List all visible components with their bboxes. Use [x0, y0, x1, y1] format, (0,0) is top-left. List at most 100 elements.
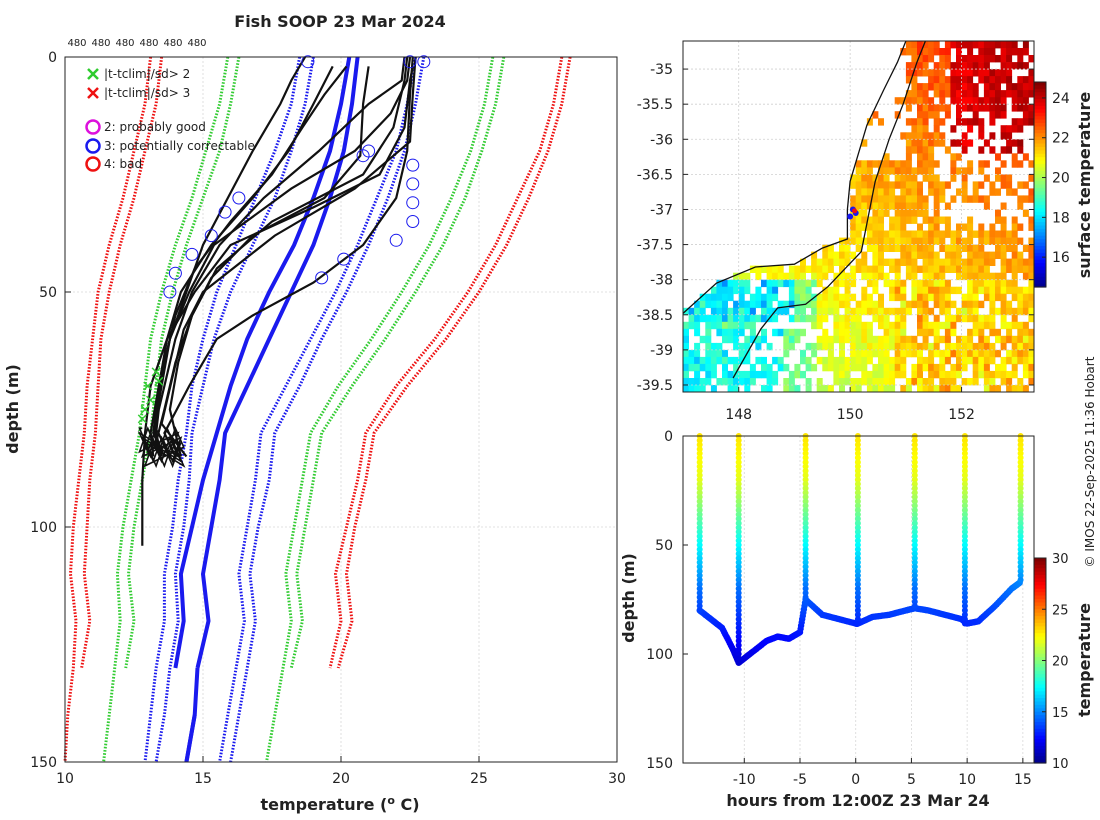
sst-cell: [905, 76, 912, 84]
sst-cell: [727, 321, 734, 330]
sst-cell: [961, 55, 968, 63]
sst-cell: [1006, 55, 1013, 63]
sst-cell: [855, 174, 862, 182]
dt-point: [735, 511, 742, 518]
sst-cell: [872, 385, 879, 393]
sst-cell: [755, 300, 762, 309]
sst-cell: [1000, 97, 1007, 105]
sst-cell: [811, 342, 818, 351]
climatology-mean-c: [173, 56, 352, 669]
dt-point: [696, 576, 703, 583]
sst-cell: [950, 41, 957, 49]
climatology-sd3-left-b: [80, 56, 164, 669]
colorbar-segment: [1034, 283, 1046, 288]
sst-cell: [905, 378, 912, 386]
sst-cell: [1011, 41, 1018, 49]
sst-cell: [1017, 342, 1024, 351]
sst-cell: [822, 356, 829, 365]
sst-cell: [872, 244, 879, 252]
sst-cell: [844, 300, 851, 309]
sst-cell: [788, 370, 795, 379]
dt-point: [961, 572, 968, 579]
sst-cell: [950, 265, 957, 273]
sst-cell: [911, 139, 918, 147]
sst-cell: [917, 370, 923, 379]
sst-cell: [866, 342, 873, 351]
dt-point: [735, 485, 742, 492]
sst-cell: [978, 244, 985, 252]
sst-cell: [983, 385, 990, 393]
sst-cell: [905, 167, 912, 175]
sst-cell: [788, 335, 795, 344]
sst-cell: [822, 314, 829, 323]
sst-cell: [928, 41, 935, 49]
sst-cell: [939, 293, 946, 302]
sst-cell: [911, 118, 918, 126]
dt-point: [1017, 498, 1024, 505]
flag-circle: [406, 177, 420, 191]
sst-cell: [705, 349, 712, 358]
sst-cell: [917, 265, 923, 273]
dt-point: [1017, 502, 1024, 509]
sst-cell: [861, 378, 868, 386]
sst-cell: [961, 293, 968, 302]
sst-cell: [878, 167, 884, 175]
sst-cell: [844, 258, 851, 266]
colorbar-segment: [1034, 691, 1046, 696]
sst-cell: [699, 300, 706, 309]
sst-cell: [995, 41, 1001, 49]
sst-cell: [839, 321, 845, 330]
sst-cell: [967, 62, 974, 70]
sst-cell: [956, 104, 962, 112]
sst-cell: [911, 251, 918, 259]
sst-cell: [995, 349, 1001, 358]
sst-cell: [861, 258, 868, 266]
sst-cell: [922, 363, 929, 372]
sst-cell: [889, 370, 896, 379]
dt-point: [735, 655, 742, 662]
sst-cell: [1011, 385, 1018, 393]
sst-cell: [783, 363, 790, 372]
dt-point: [1017, 555, 1024, 562]
sst-cell: [905, 251, 912, 259]
sst-cell: [983, 356, 990, 365]
sst-cell: [939, 370, 946, 379]
sst-cell: [939, 378, 946, 386]
sst-cell: [950, 167, 957, 175]
sst-cell: [894, 111, 901, 119]
sst-cell: [933, 251, 940, 259]
dt-point: [735, 528, 742, 535]
sst-cell: [839, 356, 845, 365]
dt-point: [961, 550, 968, 557]
sst-cell: [961, 335, 968, 344]
sst-cell: [866, 279, 873, 288]
sst-cell: [961, 83, 968, 91]
sst-cell: [722, 293, 728, 302]
sst-cell: [777, 328, 784, 337]
sst-cell: [850, 293, 857, 302]
sst-cell: [761, 370, 767, 379]
sst-cell: [933, 279, 940, 288]
sst-cell: [905, 195, 912, 203]
sst-cell: [1017, 62, 1024, 70]
dt-point: [696, 476, 703, 483]
sst-cell: [872, 370, 879, 379]
sst-cell: [878, 258, 884, 266]
colorbar-segment: [1034, 646, 1046, 651]
sst-cell: [816, 258, 823, 266]
sst-cell: [800, 279, 806, 288]
sst-cell: [1017, 118, 1024, 126]
colorbar-segment: [1034, 735, 1046, 740]
sst-cell: [939, 321, 946, 330]
sst-cell: [722, 328, 728, 337]
sst-cell: [972, 90, 979, 98]
sst-cell: [1028, 83, 1035, 91]
sst-cell: [788, 279, 795, 288]
coastline: [682, 40, 907, 314]
sst-cell: [983, 314, 990, 323]
sst-cell: [850, 356, 857, 365]
flag-circle: [406, 158, 420, 172]
sst-cell: [889, 286, 896, 295]
colorbar-segment: [1034, 167, 1046, 172]
sst-cell: [827, 251, 834, 259]
